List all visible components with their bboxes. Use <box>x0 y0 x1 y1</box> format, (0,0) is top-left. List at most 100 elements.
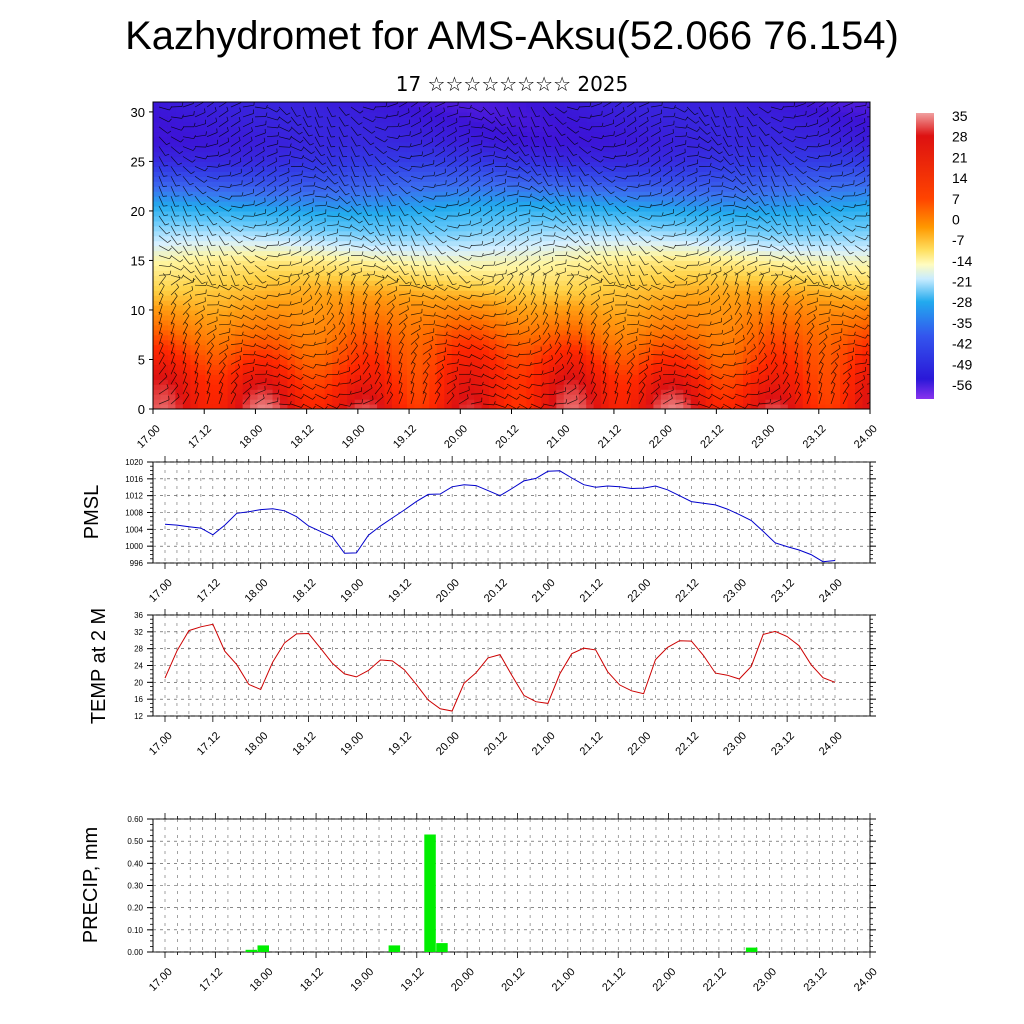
heatmap-cell <box>608 285 617 291</box>
heatmap-cell <box>481 379 490 385</box>
heatmap-cell <box>750 275 759 281</box>
heatmap-cell <box>645 111 655 118</box>
heatmap-cell <box>713 280 722 286</box>
heatmap-cell <box>526 186 535 192</box>
heatmap-cell <box>287 339 296 346</box>
heatmap-cell <box>571 210 580 217</box>
heatmap-cell <box>690 349 699 356</box>
heatmap-cell <box>548 280 557 286</box>
heatmap-cell <box>160 260 169 266</box>
heatmap-cell <box>586 309 595 316</box>
heatmap-cell <box>414 324 423 331</box>
heatmap-cell <box>354 176 363 182</box>
heatmap-cell <box>279 260 289 266</box>
heatmap-cell <box>332 285 341 291</box>
heatmap-cell <box>205 131 214 138</box>
heatmap-cell <box>205 275 214 281</box>
heatmap-cell <box>421 285 430 291</box>
heatmap-cell <box>257 329 266 336</box>
heatmap-cell <box>504 300 513 306</box>
heatmap-cell <box>668 220 677 227</box>
heatmap-cell <box>735 359 744 366</box>
heatmap-cell <box>481 146 490 153</box>
heatmap-cell <box>317 245 326 252</box>
heatmap-cell <box>713 404 722 409</box>
heatmap-cell <box>287 305 296 311</box>
heatmap-cell <box>392 329 401 336</box>
heatmap-cell <box>399 369 408 375</box>
heatmap-cell <box>369 250 378 257</box>
heatmap-cell <box>586 384 595 390</box>
heatmap-cell <box>399 255 408 262</box>
heatmap-cell <box>638 201 647 207</box>
heatmap-cell <box>533 146 542 153</box>
heatmap-cell <box>354 141 363 148</box>
heatmap-cell <box>705 359 714 366</box>
heatmap-cell <box>406 359 416 366</box>
heatmap-cell <box>608 116 617 123</box>
heatmap-cell <box>324 111 333 118</box>
heatmap-cell <box>578 270 587 276</box>
heatmap-cell <box>459 374 468 380</box>
heatmap-cell <box>235 146 244 153</box>
heatmap-cell <box>713 205 722 212</box>
heatmap-cell <box>623 235 632 242</box>
heatmap-cell <box>518 116 528 123</box>
heatmap-cell <box>354 106 363 113</box>
heatmap-cell <box>287 225 296 232</box>
heatmap-cell <box>735 280 744 286</box>
heatmap-cell <box>406 255 416 262</box>
heatmap-cell <box>235 305 244 311</box>
heatmap-cell <box>705 329 714 336</box>
heatmap-cell <box>332 329 341 336</box>
heatmap-cell <box>451 161 460 167</box>
heatmap-cell <box>279 146 289 153</box>
heatmap-cell <box>474 374 483 380</box>
heatmap-cell <box>287 131 296 138</box>
heatmap-cell <box>489 201 498 207</box>
heatmap-cell <box>212 116 221 123</box>
heatmap-cell <box>586 329 595 336</box>
heatmap-cell <box>406 102 416 108</box>
heatmap-cell <box>265 181 274 187</box>
heatmap-cell <box>294 161 303 167</box>
heatmap-cell <box>406 349 416 356</box>
heatmap-cell <box>608 300 617 306</box>
heatmap-cell <box>444 285 453 291</box>
heatmap-cell <box>235 151 244 158</box>
heatmap-cell <box>205 106 214 113</box>
heatmap-cell <box>294 270 303 276</box>
heatmap-cell <box>578 106 587 113</box>
heatmap-cell <box>354 186 363 192</box>
heatmap-cell <box>436 215 445 222</box>
heatmap-cell <box>489 205 498 212</box>
heatmap-cell <box>324 354 333 361</box>
heatmap-cell <box>526 171 535 177</box>
heatmap-cell <box>631 210 640 217</box>
heatmap-cell <box>586 364 595 370</box>
heatmap-cell <box>384 255 393 262</box>
heatmap-cell <box>563 151 572 158</box>
heatmap-cell <box>571 319 580 326</box>
heatmap-cell <box>197 324 206 331</box>
heatmap-cell <box>429 196 438 202</box>
heatmap-cell <box>362 166 371 172</box>
heatmap-cell <box>593 374 602 380</box>
heatmap-cell <box>645 245 655 252</box>
heatmap-cell <box>309 384 318 390</box>
heatmap-cell <box>481 349 490 356</box>
heatmap-cell <box>675 181 684 187</box>
heatmap-cell <box>713 151 722 158</box>
heatmap-cell <box>533 191 542 197</box>
heatmap-cell <box>294 166 303 172</box>
heatmap-cell <box>459 210 468 217</box>
heatmap-cell <box>645 230 655 237</box>
heatmap-cell <box>153 230 162 237</box>
heatmap-cell <box>429 176 438 182</box>
heatmap-cell <box>496 369 505 375</box>
heatmap-cell <box>735 106 744 113</box>
heatmap-cell <box>586 404 595 409</box>
heatmap-cell <box>466 235 475 242</box>
heatmap-cell <box>466 374 475 380</box>
heatmap-cell <box>474 379 483 385</box>
